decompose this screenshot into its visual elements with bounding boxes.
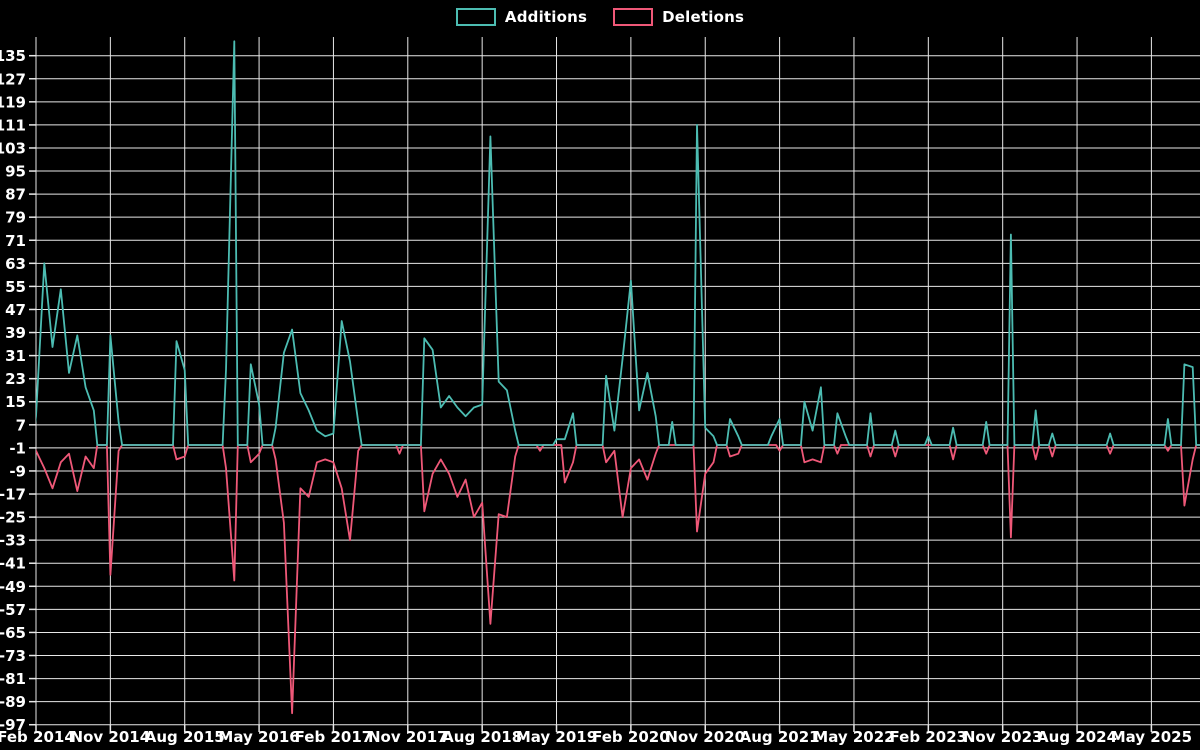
y-axis-label: -57 [0,601,26,619]
legend-item-deletions[interactable]: Deletions [613,8,744,26]
y-axis-label: 127 [0,70,26,88]
y-axis-label: -65 [0,624,26,642]
y-axis-label: 15 [5,393,26,411]
y-axis-label: 39 [5,324,26,342]
x-axis-label: May 2019 [516,728,597,746]
y-axis-label: 55 [5,278,26,296]
y-axis-label: -89 [0,693,26,711]
x-axis-label: Aug 2021 [740,728,820,746]
x-axis-label: Nov 2017 [368,728,448,746]
legend-item-additions[interactable]: Additions [455,8,588,26]
deletions-swatch [613,8,654,26]
additions-swatch [455,8,496,26]
x-axis-label: Feb 2023 [890,728,968,746]
y-axis-label: -81 [0,670,26,688]
x-axis-label: Nov 2014 [71,728,151,746]
x-axis-label: Feb 2017 [295,728,373,746]
y-axis-label: 103 [0,139,26,157]
y-axis-label: -73 [0,647,26,665]
y-axis-label: 87 [5,186,26,204]
y-axis-label: -33 [0,532,26,550]
additions-legend-label: Additions [504,8,588,26]
x-axis-label: Nov 2023 [963,728,1043,746]
deletions-legend-label: Deletions [662,8,745,26]
y-axis-label: -49 [0,578,26,596]
x-axis-label: May 2022 [813,728,894,746]
y-axis-label: -25 [0,509,26,527]
chart-legend: Additions Deletions [0,8,1200,26]
y-axis-label: 47 [5,301,26,319]
y-axis-label: -1 [9,439,26,457]
x-axis-label: Aug 2015 [145,728,225,746]
y-axis-label: -97 [0,716,26,734]
x-axis-label: May 2025 [1111,728,1192,746]
y-axis-label: -17 [0,486,26,504]
y-axis-label: 135 [0,47,26,65]
y-axis-label: 63 [5,255,26,273]
y-axis-label: 71 [5,232,26,250]
y-axis-label: 119 [0,93,26,111]
additions-line [36,40,1200,446]
x-axis-label: Aug 2024 [1037,728,1117,746]
y-axis-label: 79 [5,209,26,227]
x-axis-label: Feb 2020 [592,728,670,746]
y-axis-label: 23 [5,370,26,388]
x-axis-label: Feb 2014 [0,728,75,746]
y-axis-label: 7 [16,416,26,434]
y-axis-label: 31 [5,347,26,365]
deletions-line [36,444,1200,715]
y-axis-label: -41 [0,555,26,573]
y-axis-label: -9 [9,462,26,480]
x-axis-label: Nov 2020 [665,728,745,746]
x-axis-label: Aug 2018 [442,728,522,746]
y-axis-label: 111 [0,116,26,134]
y-axis-label: 95 [5,163,26,181]
x-axis-label: May 2016 [218,728,299,746]
